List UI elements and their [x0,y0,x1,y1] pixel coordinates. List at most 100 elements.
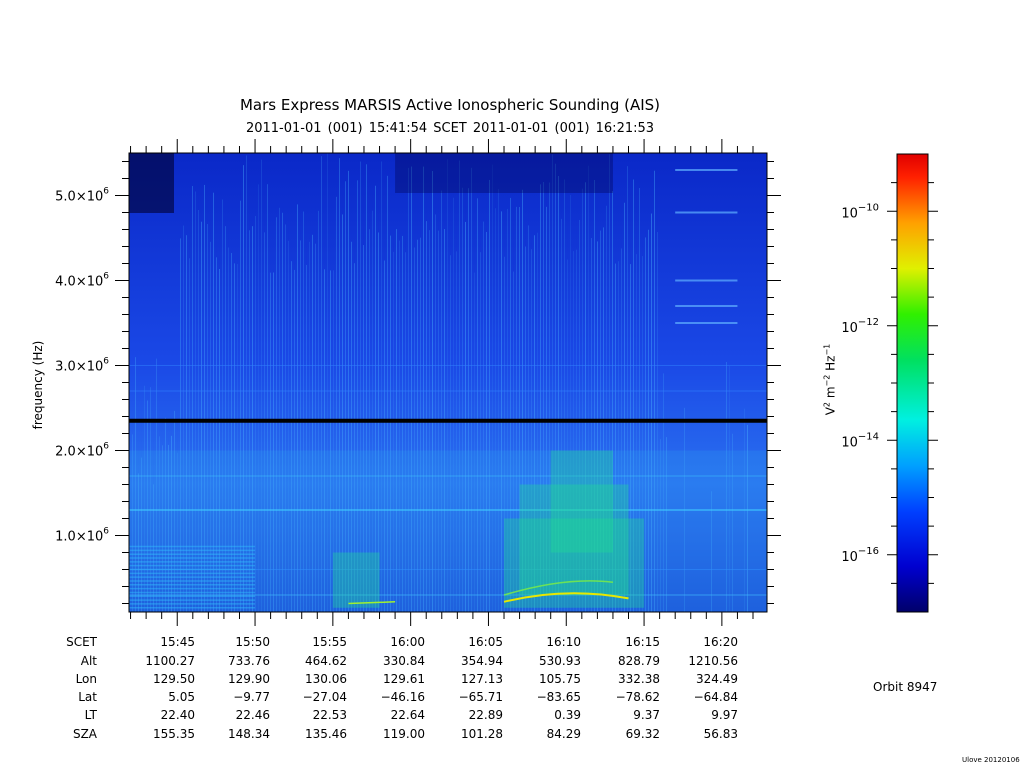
sweep-streak [228,247,229,612]
ephemeris-cell: −27.04 [302,690,347,704]
sweep-streak [354,263,355,612]
sweep-streak [507,208,508,612]
dark-region [129,153,174,213]
echo-trace [348,601,396,605]
sweep-streak [351,241,352,612]
sweep-streak [621,248,622,612]
sweep-streak [237,263,238,612]
sweep-streak [489,179,490,612]
sweep-streak [357,180,358,612]
sweep-streak [492,164,493,613]
sweep-streak [624,202,625,612]
colorbar-tick-label: 10−16 [841,546,879,565]
sweep-streak [471,167,472,613]
sweep-streak [726,361,727,612]
ephemeris-cell: 148.34 [228,727,270,741]
sweep-streak [435,214,436,613]
colorbar-tick-label: 10−12 [841,317,879,336]
sweep-streak [432,171,433,613]
orbit-label: Orbit 8947 [873,680,938,694]
sweep-streak [477,198,478,613]
sweep-streak [297,204,298,612]
ephemeris-row-label: LT [84,708,97,722]
sweep-streak [516,206,517,613]
sweep-streak [147,400,148,612]
sweep-streak [303,211,304,613]
sweep-streak [381,161,382,612]
sweep-streak [156,358,157,612]
ephemeris-cell: −83.65 [536,690,581,704]
sweep-streak [480,252,481,612]
sweep-streak [306,264,307,612]
ephemeris-cell: 22.46 [235,708,270,722]
sweep-streak [318,210,319,613]
chart-title: Mars Express MARSIS Active Ionospheric S… [239,96,661,114]
sweep-streak [594,179,595,612]
colorbar [896,153,929,613]
sweep-streak [549,182,550,612]
ephemeris-cell: 0.39 [554,708,581,722]
sweep-streak [606,205,607,612]
sweep-streak [609,154,610,612]
ephemeris-cell: 15:45 [160,635,195,649]
sweep-streak [633,179,634,612]
ephemeris-cell: 1100.27 [145,654,195,668]
sweep-streak [204,184,205,612]
sweep-streak [222,199,223,612]
ephemeris-cell: 22.40 [160,708,195,722]
sweep-streak [255,215,256,612]
sweep-streak [213,192,214,612]
sweep-streak [636,254,637,613]
ephemeris-cell: 130.06 [305,672,347,686]
sweep-streak [645,237,646,612]
ionospheric-echo [550,450,613,553]
sweep-streak [282,212,283,612]
ephemeris-cell: 129.50 [153,672,195,686]
sweep-streak [417,239,418,613]
ephemeris-cell: 9.97 [711,708,738,722]
sweep-streak [612,191,613,612]
ephemeris-cell: 119.00 [383,727,425,741]
sweep-streak [534,235,535,612]
sweep-streak [207,223,208,612]
sweep-streak [135,357,136,612]
sweep-streak [474,272,475,612]
ephemeris-cell: −78.62 [615,690,660,704]
lower-band-glow [129,450,767,612]
chart-subtitle: 2011-01-01 (001) 15:41:54 SCET 2011-01-0… [245,121,655,136]
sweep-streak [582,188,583,613]
ephemeris-cell: 5.05 [168,690,195,704]
sweep-streak [558,175,559,612]
sweep-streak [495,208,496,613]
sweep-streak [198,209,199,612]
sweep-streak [498,188,499,612]
ephemeris-cell: 22.64 [390,708,425,722]
ephemeris-cell: 84.29 [546,727,581,741]
ephemeris-cell: 135.46 [305,727,347,741]
sweep-streak [210,241,211,612]
sweep-streak [138,473,139,612]
ephemeris-cell: −46.16 [380,690,425,704]
sweep-streak [186,235,187,612]
ephemeris-row-label: SCET [66,635,97,649]
sweep-streak [258,184,259,612]
sweep-streak [423,166,424,613]
colorbar-tick-label: 10−10 [841,202,879,221]
sweep-streak [573,251,574,612]
ephemeris-row-label: Alt [80,654,97,668]
sweep-streak [315,243,316,612]
sweep-streak [168,444,169,612]
sweep-streak [441,190,442,613]
ephemeris-cell: 1210.56 [688,654,738,668]
sweep-streak [567,259,568,612]
y-tick-label: 1.0×106 [55,527,109,545]
credit-label: Ulove 20120106 [962,756,1020,764]
sweep-streak [273,272,274,612]
sweep-streak [231,252,232,613]
sweep-streak [411,166,412,612]
sweep-streak [579,219,580,612]
ephemeris-cell: 69.32 [625,727,660,741]
sweep-streak [330,270,331,612]
ionospheric-echo [519,484,629,595]
sweep-streak [159,436,160,612]
